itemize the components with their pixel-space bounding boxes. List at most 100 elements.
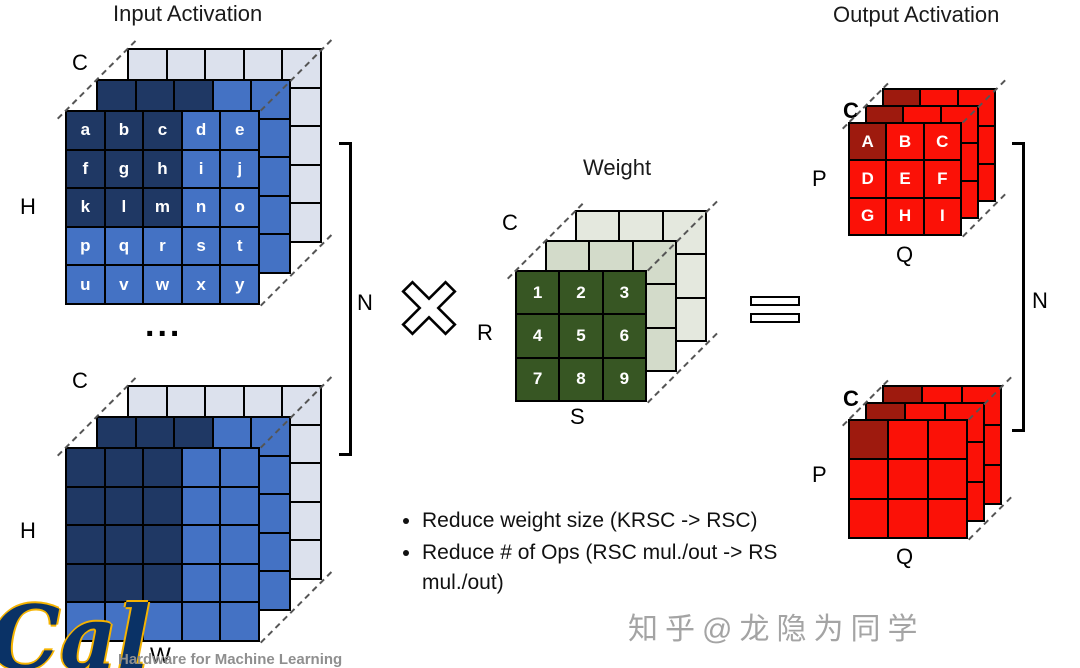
tensor-cell: m: [143, 188, 182, 227]
tensor-cell: [220, 448, 259, 487]
tensor-cell: t: [220, 226, 259, 266]
tensor-cell: [251, 80, 290, 119]
input-batch-label: N: [357, 290, 373, 315]
input-activation-tensor-bottom: [57, 376, 333, 644]
input-batch-bracket: [339, 142, 352, 456]
tensor-cell: D: [849, 160, 887, 198]
tensor-cell: w: [143, 265, 182, 304]
tensor-cell: j: [220, 149, 259, 189]
output-batch-bracket: [1012, 142, 1025, 432]
tensor-cell: 6: [602, 314, 646, 358]
tensor-cell: x: [181, 265, 221, 304]
tensor-cell: i: [181, 149, 221, 189]
tensor-cell: [66, 448, 105, 487]
input-activation-title: Input Activation: [113, 1, 263, 26]
tensor-cell: u: [66, 265, 105, 304]
tensor-cell: [849, 498, 889, 538]
output-top-q-label: Q: [896, 242, 914, 267]
weight-r-label: R: [477, 320, 493, 345]
tensor-cell: r: [143, 226, 182, 266]
tensor-cell: [104, 448, 144, 487]
output-bottom-q-label: Q: [896, 544, 914, 569]
tensor-cell: [104, 525, 144, 564]
tensor-cell: q: [104, 226, 144, 266]
tensor-cell: p: [66, 226, 105, 266]
output-activation-tensor-bottom: [842, 376, 1012, 541]
multiply-icon: [401, 280, 457, 336]
tensor-cell: [181, 486, 221, 526]
tensor-cell: G: [849, 197, 887, 235]
output-bottom-p-label: P: [812, 462, 827, 487]
tensor-cell: [66, 525, 105, 564]
tensor-cell: v: [104, 265, 144, 304]
tensor-cell: n: [181, 188, 221, 227]
tensor-front-layer: [65, 447, 260, 642]
tensor-cell: [220, 563, 259, 603]
note-item: Reduce weight size (KRSC -> RSC): [422, 506, 822, 536]
weight-s-label: S: [570, 404, 585, 429]
equals-icon: [750, 296, 800, 330]
tensor-cell: a: [66, 111, 105, 150]
tensor-cell: 4: [516, 314, 560, 358]
tensor-cell: [143, 486, 182, 526]
tensor-cell: f: [66, 149, 105, 189]
tensor-cell: 3: [602, 271, 646, 315]
tensor-cell: [143, 448, 182, 487]
tensor-cell: [927, 459, 967, 499]
output-batch-label: N: [1032, 288, 1048, 313]
tensor-cell: o: [220, 188, 259, 227]
tensor-cell: [66, 486, 105, 526]
tensor-cell: [849, 420, 889, 460]
tensor-cell: [104, 602, 144, 641]
tensor-cell: [66, 563, 105, 603]
tensor-cell: 1: [516, 271, 560, 315]
input-top-height-label: H: [20, 194, 36, 219]
tensor-cell: [181, 448, 221, 487]
tensor-cell: [143, 525, 182, 564]
tensor-cell: y: [220, 265, 259, 304]
tensor-cell: c: [143, 111, 182, 150]
tensor-cell: [143, 602, 182, 641]
tensor-cell: [66, 602, 105, 641]
tensor-cell: H: [886, 197, 924, 235]
tensor-cell: [220, 486, 259, 526]
output-bottom-channel-label: C: [843, 386, 859, 411]
tensor-cell: [927, 498, 967, 538]
tensor-cell: d: [181, 111, 221, 150]
tensor-cell: k: [66, 188, 105, 227]
input-bottom-height-label: H: [20, 518, 36, 543]
tensor-front-layer: [848, 419, 968, 539]
tensor-cell: l: [104, 188, 144, 227]
tensor-cell: [888, 459, 928, 499]
tensor-cell: [927, 420, 967, 460]
weight-title: Weight: [583, 155, 652, 180]
tensor-cell: [181, 563, 221, 603]
tensor-cell: [143, 563, 182, 603]
tensor-cell: E: [886, 160, 924, 198]
tensor-cell: [104, 563, 144, 603]
equals-bar-top: [750, 296, 800, 306]
input-bottom-width-label: W: [150, 643, 171, 668]
tensor-cell: B: [886, 123, 924, 161]
course-title: Hardware for Machine Learning: [118, 651, 343, 668]
cal-logo: Cal: [0, 586, 151, 668]
tensor-cell: [282, 49, 321, 88]
tensor-cell: I: [923, 197, 961, 235]
tensor-cell: g: [104, 149, 144, 189]
weight-channel-label: C: [502, 210, 518, 235]
input-top-channel-label: C: [72, 50, 88, 75]
output-top-p-label: P: [812, 166, 827, 191]
input-ellipsis: ...: [145, 306, 183, 344]
notes-list: Reduce weight size (KRSC -> RSC) Reduce …: [392, 506, 822, 600]
equals-bar-bottom: [750, 313, 800, 323]
tensor-cell: A: [849, 123, 887, 161]
tensor-cell: C: [923, 123, 961, 161]
tensor-cell: 8: [559, 357, 603, 401]
tensor-cell: [220, 602, 259, 641]
tensor-cell: [181, 602, 221, 641]
